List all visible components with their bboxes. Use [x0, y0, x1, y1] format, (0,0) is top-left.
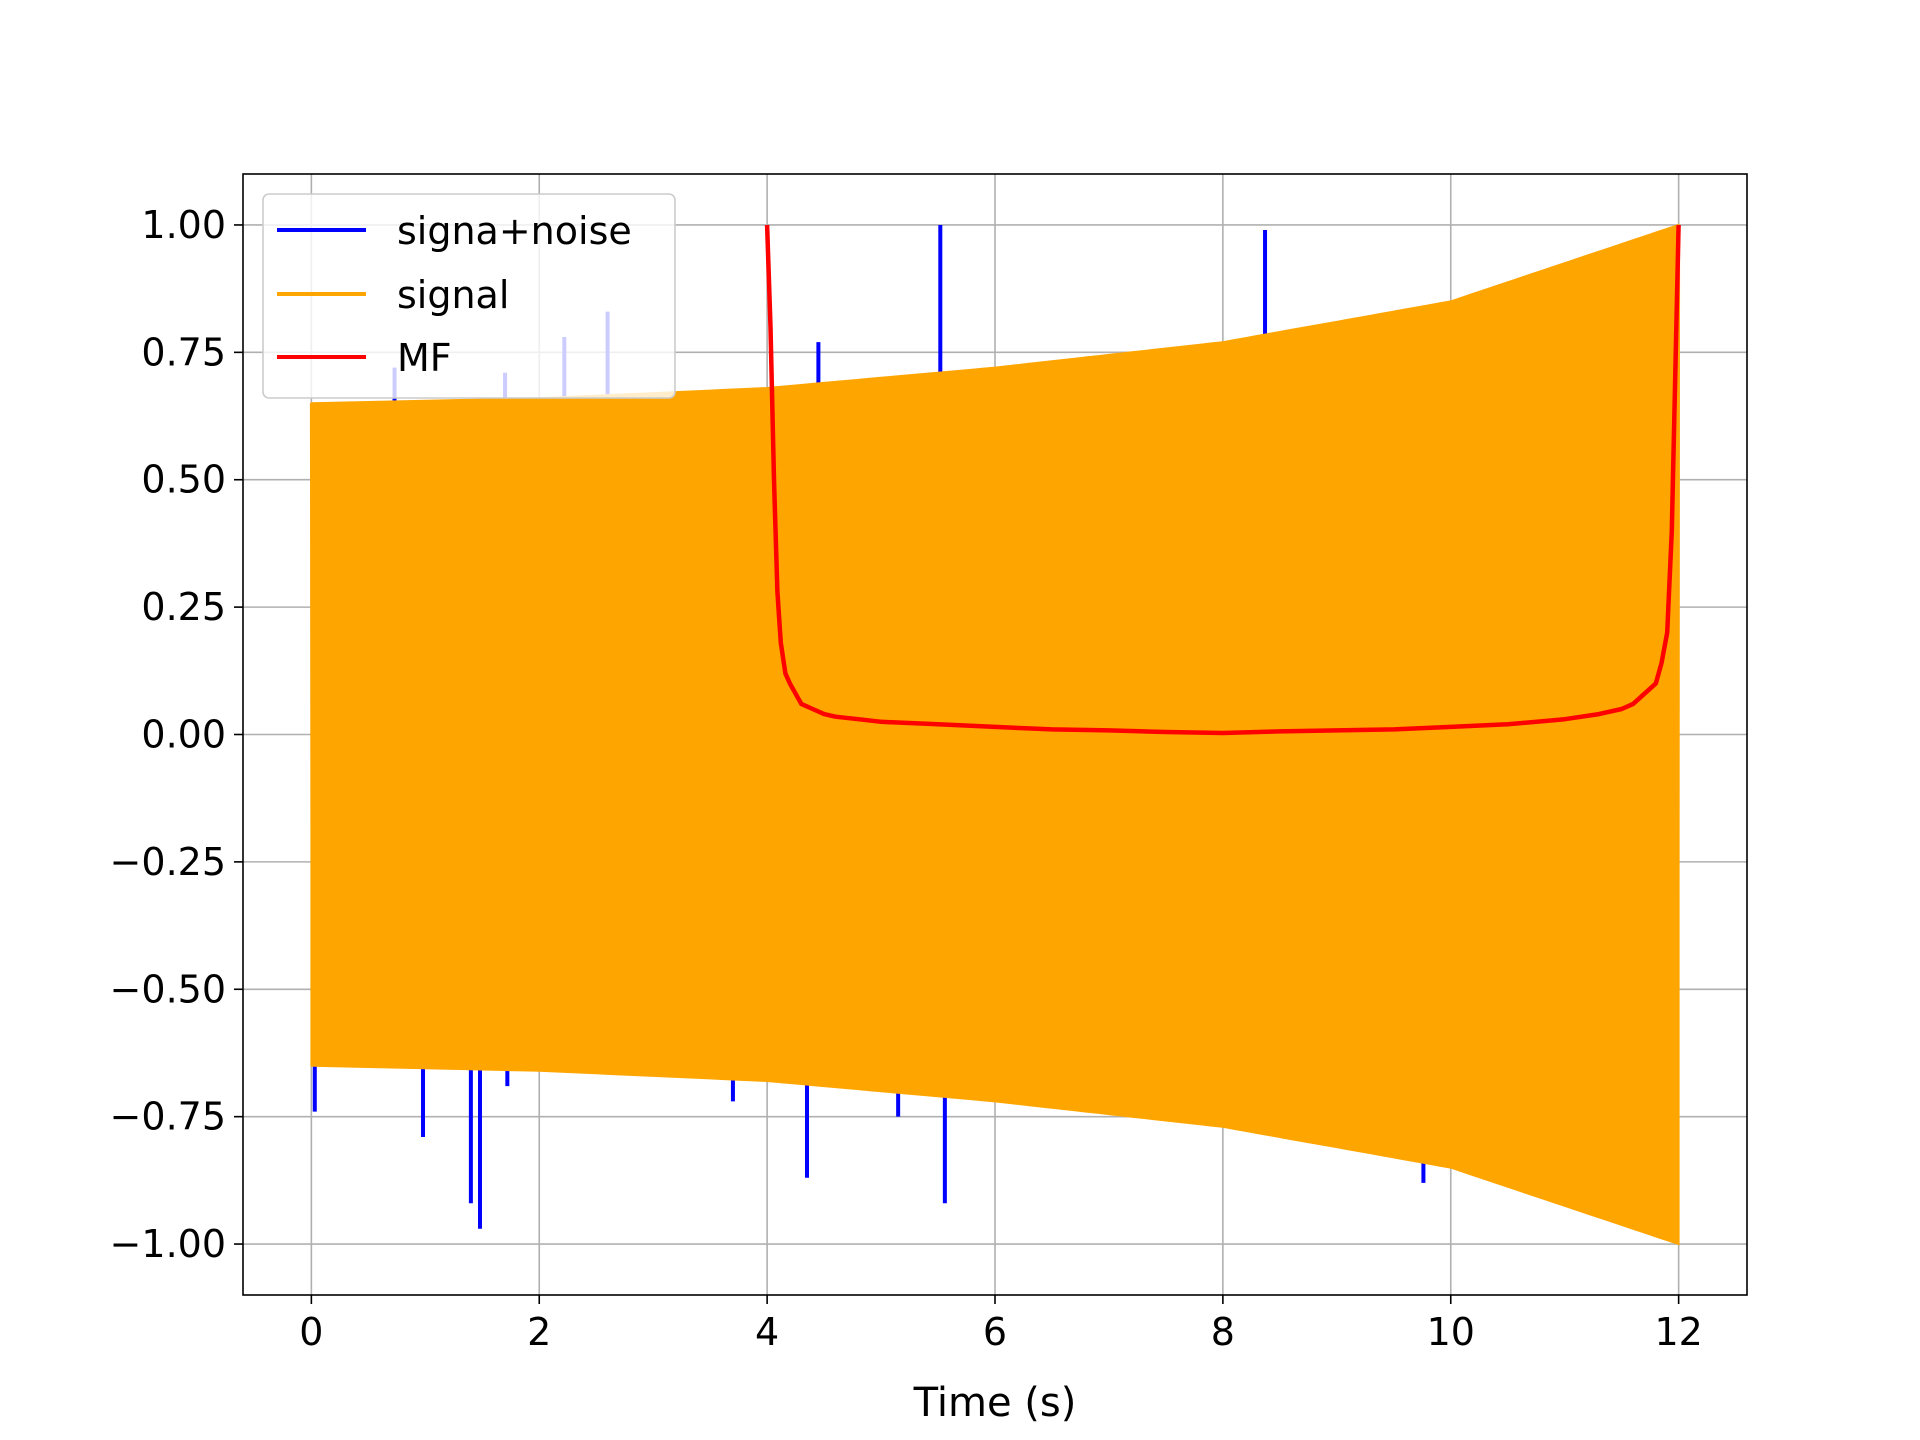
legend-box — [262, 193, 676, 399]
y-tick-label: 0.00 — [141, 713, 226, 757]
legend: signa+noise signal MF — [262, 193, 676, 399]
x-tick-label: 0 — [299, 1310, 323, 1354]
y-tick-label: −0.50 — [110, 967, 226, 1011]
legend-label-signa-noise: signa+noise — [397, 209, 632, 253]
x-axis-ticks: 0 2 4 6 8 10 12 — [299, 1295, 1703, 1354]
y-tick-label: 0.75 — [141, 330, 226, 374]
y-tick-label: 0.25 — [141, 585, 226, 629]
y-axis-ticks: 1.00 0.75 0.50 0.25 0.00 −0.25 −0.50 −0.75 −1.00 — [110, 203, 243, 1266]
x-tick-label: 2 — [527, 1310, 551, 1354]
series-mf-line — [764, 224, 1681, 736]
y-tick-label: 1.00 — [141, 203, 226, 247]
legend-label-signal: signal — [397, 273, 509, 317]
series-layer — [309, 223, 1681, 1246]
y-tick-label: −0.25 — [110, 840, 226, 884]
x-tick-label: 10 — [1427, 1310, 1475, 1354]
y-tick-label: 0.50 — [141, 458, 226, 502]
x-axis-label: Time (s) — [913, 1380, 1077, 1426]
x-tick-label: 4 — [755, 1310, 779, 1354]
series-signal-trace — [309, 224, 1681, 1244]
x-tick-label: 12 — [1654, 1310, 1702, 1354]
x-tick-label: 6 — [983, 1310, 1007, 1354]
y-tick-label: −1.00 — [110, 1222, 226, 1266]
y-tick-label: −0.75 — [110, 1095, 226, 1139]
x-tick-label: 8 — [1211, 1310, 1235, 1354]
legend-label-mf: MF — [397, 336, 452, 380]
